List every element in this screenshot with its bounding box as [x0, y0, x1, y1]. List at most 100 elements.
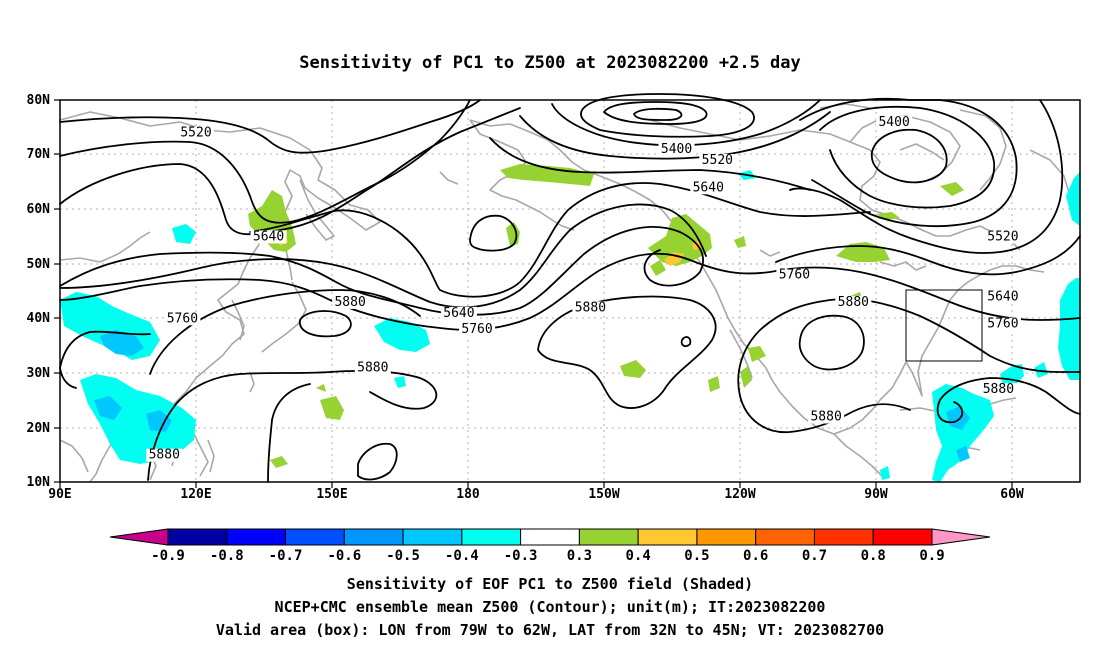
contour-label: 5880 — [810, 410, 841, 425]
colorbar-arrow-low — [109, 528, 169, 546]
caption-line-1: Sensitivity of EOF PC1 to Z500 field (Sh… — [347, 575, 753, 593]
tick-marks — [54, 99, 1013, 488]
lon-label: 150E — [316, 487, 347, 502]
contour-label-background — [699, 154, 736, 168]
colorbar-swatch — [285, 528, 345, 546]
contour-label-background — [164, 312, 201, 326]
contour-label: 5880 — [149, 448, 180, 463]
colorbar-label: -0.3 — [504, 548, 538, 564]
contour-label-background — [178, 126, 214, 140]
colorbar-swatch — [696, 528, 757, 546]
figure-title: Sensitivity of PC1 to Z500 at 2023082200… — [299, 53, 801, 73]
colorbar-label: 0.3 — [567, 548, 592, 564]
colorbar-arrow-high — [931, 528, 991, 546]
contour-label-background — [835, 295, 872, 309]
contour-label: 5760 — [779, 268, 810, 283]
caption-line-3: Valid area (box): LON from 79W to 62W, L… — [216, 621, 884, 639]
contour-label-background — [984, 317, 1021, 331]
lat-label: 20N — [27, 421, 51, 436]
contour-label-background — [146, 448, 183, 462]
colorbar-label: 0.6 — [743, 548, 768, 564]
contour-label: 5640 — [443, 306, 474, 321]
contour-label-background — [776, 268, 813, 282]
contour-label: 5400 — [878, 115, 909, 130]
colorbar-label: 0.4 — [626, 548, 651, 564]
contour-label: 5880 — [357, 360, 388, 375]
contour-label: 5880 — [575, 300, 606, 315]
contour-label: 5880 — [838, 295, 869, 310]
contour-label: 5880 — [983, 382, 1014, 397]
colorbar-swatch — [872, 528, 933, 546]
contour-label-background — [354, 361, 391, 375]
colorbar: -0.9 -0.8 -0.7 -0.6 -0.5 -0.4 -0.3 0.3 0.4 0.5 0.6… — [109, 528, 991, 564]
contour-label: 5520 — [702, 153, 733, 168]
colorbar-label: 0.8 — [861, 548, 886, 564]
colorbar-label: -0.5 — [386, 548, 420, 564]
colorbar-swatch — [343, 528, 404, 546]
colorbar-label: -0.8 — [210, 548, 244, 564]
lat-label: 60N — [27, 202, 51, 217]
contour-label-background — [332, 295, 369, 309]
colorbar-label: -0.9 — [151, 548, 185, 564]
contour-label: 5640 — [693, 180, 724, 195]
z500-contours — [59, 93, 1081, 483]
colorbar-swatch — [402, 528, 463, 546]
contour-label: 5760 — [461, 322, 492, 337]
map-frame — [59, 99, 1081, 483]
colorbar-swatch — [461, 528, 522, 546]
contour-label: 5640 — [987, 289, 1018, 304]
colorbar-swatch — [637, 528, 698, 546]
lat-label: 30N — [27, 366, 51, 381]
contour-label-background — [876, 115, 913, 129]
lat-label: 40N — [27, 311, 51, 326]
colorbar-swatch — [226, 528, 287, 546]
contour-label: 5760 — [167, 311, 198, 326]
contour-label-background — [984, 230, 1021, 244]
lon-label: 150W — [588, 487, 619, 502]
contour-label: 5520 — [987, 229, 1018, 244]
contour-label: 5520 — [180, 126, 211, 141]
valid-area-box — [905, 289, 983, 362]
lon-label: 90W — [864, 487, 888, 502]
negative-shading — [60, 170, 1080, 482]
lon-label: 90E — [48, 487, 71, 502]
colorbar-swatch — [520, 528, 580, 546]
contour-label-background — [658, 143, 695, 157]
lat-label: 10N — [27, 475, 51, 490]
colorbar-label: 0.5 — [684, 548, 709, 564]
positive-shading-strong — [276, 232, 702, 266]
lat-label: 50N — [27, 257, 51, 272]
contour-label-background — [459, 323, 496, 337]
contour-label-background — [572, 301, 609, 315]
contour-label-background — [808, 410, 845, 424]
colorbar-label: -0.4 — [445, 548, 479, 564]
contour-label-background — [984, 290, 1021, 304]
colorbar-swatch — [755, 528, 815, 546]
contour-label: 5400 — [661, 142, 692, 157]
colorbar-label: 0.7 — [802, 548, 827, 564]
contour-label-background — [250, 230, 287, 244]
colorbar-label: -0.7 — [269, 548, 303, 564]
lat-label: 80N — [27, 93, 51, 108]
colorbar-swatch — [578, 528, 639, 546]
lon-label: 120W — [724, 487, 755, 502]
colorbar-swatch — [167, 528, 228, 546]
contour-label-background — [690, 181, 727, 195]
lon-label: 180 — [456, 487, 480, 502]
contour-label: 5760 — [987, 317, 1018, 332]
lon-label: 60W — [1000, 487, 1024, 502]
colorbar-label: -0.6 — [327, 548, 361, 564]
contour-label-background — [440, 306, 477, 320]
negative-shading-strong — [94, 330, 970, 462]
colorbar-swatch — [813, 528, 874, 546]
colorbar-label: 0.9 — [919, 548, 944, 564]
latitude-labels: 80N 70N 60N 50N 40N 30N 20N 10N — [27, 93, 51, 490]
contour-label: 5880 — [334, 295, 365, 310]
contour-label: 5640 — [253, 229, 284, 244]
longitude-labels: 90E 120E 150E 180 150W 120W 90W 60W — [48, 487, 1024, 502]
lon-label: 120E — [180, 487, 211, 502]
caption-line-2: NCEP+CMC ensemble mean Z500 (Contour); u… — [275, 598, 826, 616]
